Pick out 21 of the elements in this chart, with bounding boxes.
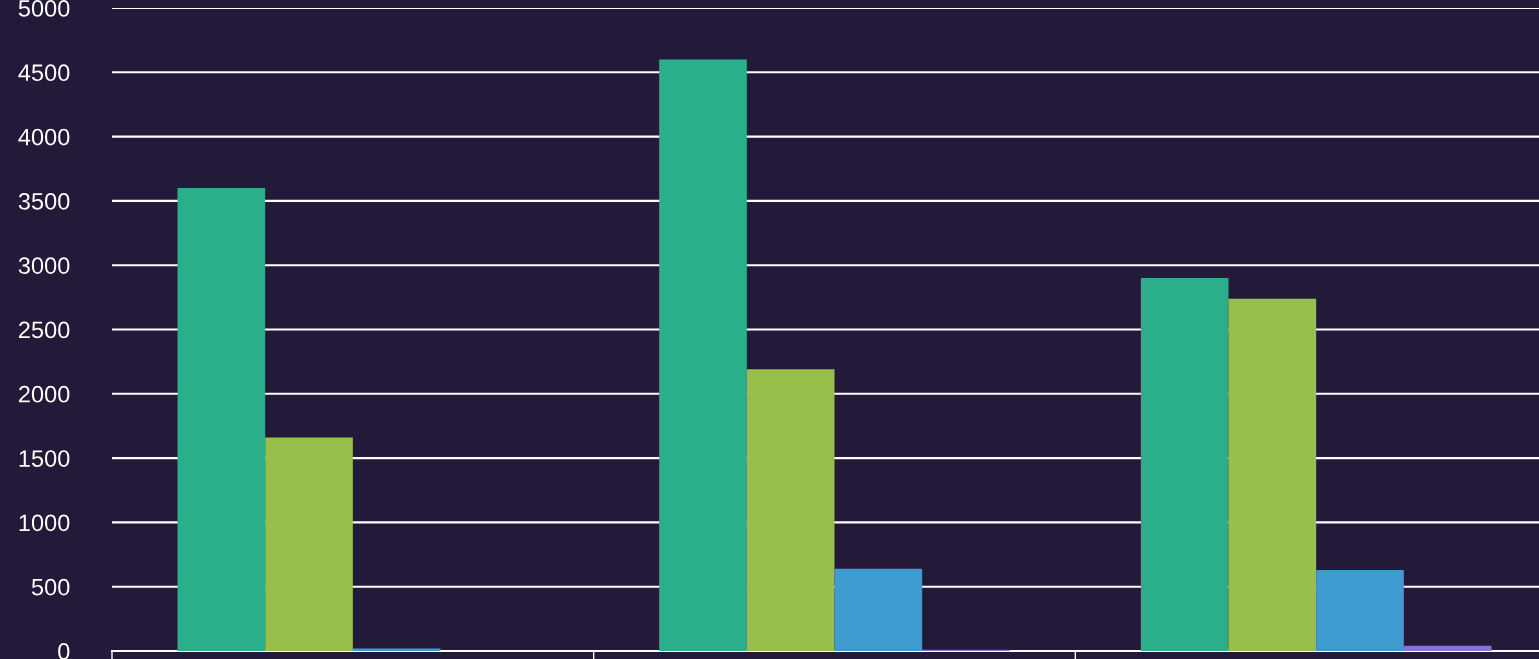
bar [1228,298,1317,651]
y-tick-label: 3500 [18,192,70,210]
y-tick-label: 1500 [19,450,70,467]
y-tick-label: 500 [31,578,70,596]
y-tick-label: 4000 [18,128,70,146]
y-tick-label: 2000 [19,385,70,403]
bar [834,568,923,651]
bar [659,59,747,651]
bar [177,188,266,651]
bar [352,648,441,651]
bar [746,369,835,651]
bar [1140,278,1229,651]
bar [1316,569,1404,651]
bar [265,437,353,651]
y-tick-label: 4500 [18,64,70,82]
bar [1403,645,1492,651]
y-tick-label: 2500 [19,321,70,339]
y-tick-label: 3000 [18,257,70,274]
y-tick-label: 1000 [19,514,70,532]
y-tick-label: 0 [58,643,70,659]
y-tick-label: 5000 [18,0,70,17]
